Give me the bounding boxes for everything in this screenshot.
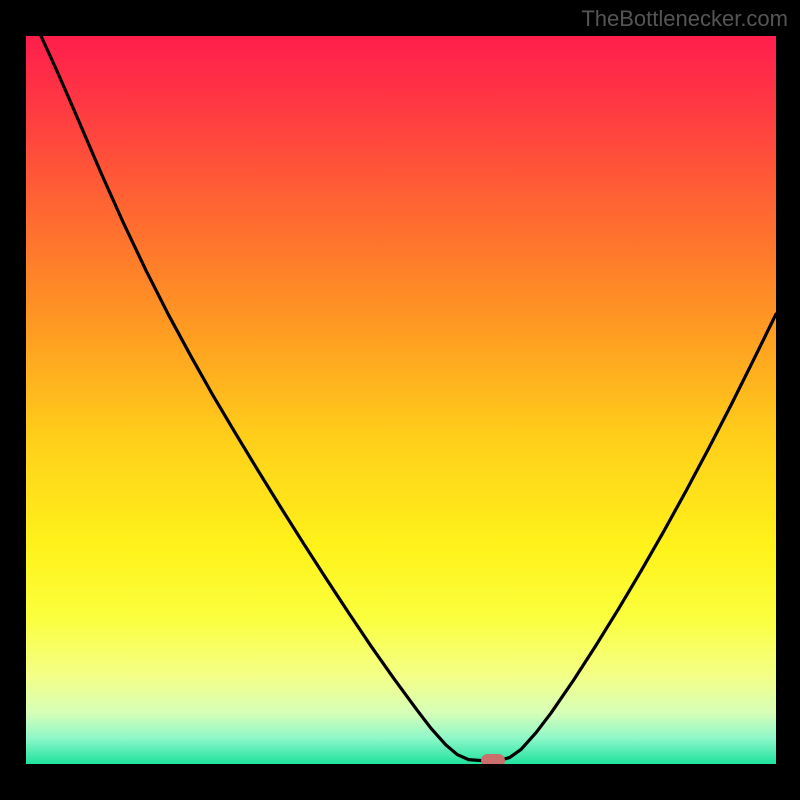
bottleneck-curve	[26, 36, 776, 764]
bottleneck-chart: TheBottleneсker.com	[0, 0, 800, 800]
watermark-text: TheBottleneсker.com	[581, 6, 788, 32]
plot-area	[26, 36, 776, 764]
optimal-point-marker	[481, 754, 505, 764]
